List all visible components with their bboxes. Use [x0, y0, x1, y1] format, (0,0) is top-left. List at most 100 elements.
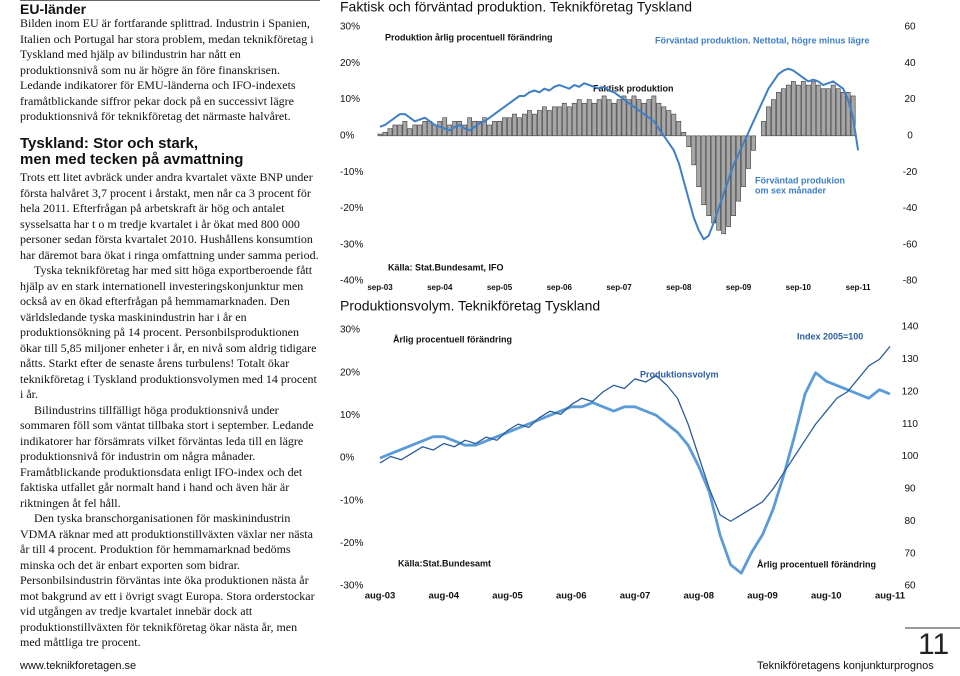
- y2-tick-label: -60: [903, 239, 918, 250]
- bar: [736, 135, 741, 202]
- bar: [771, 99, 776, 137]
- bar: [731, 135, 736, 216]
- bar: [561, 102, 567, 137]
- bar: [626, 99, 632, 137]
- y2-tick-label: 60: [904, 22, 916, 33]
- series-label: Årlig procentuell förändring: [393, 334, 512, 344]
- annotation: om sex månader: [755, 185, 827, 195]
- bar: [641, 102, 647, 137]
- annotation: Källa: Stat.Bundesamt, IFO: [388, 262, 504, 272]
- bar: [631, 95, 637, 137]
- y2-tick-label: 140: [902, 322, 919, 333]
- bar: [651, 95, 657, 137]
- series-label: Faktisk produktion: [593, 83, 674, 93]
- y2-tick-label: 120: [902, 386, 919, 397]
- y2-tick-label: 80: [904, 516, 916, 527]
- y-tick-label: 0%: [340, 453, 355, 464]
- y-tick-label: 30%: [340, 325, 360, 336]
- bar: [502, 117, 507, 137]
- bar: [786, 84, 791, 137]
- line-series: [379, 346, 891, 522]
- bar: [840, 92, 846, 137]
- bar: [766, 106, 771, 137]
- x-tick-label: aug-10: [811, 591, 842, 602]
- x-tick-label: sep-05: [487, 283, 513, 292]
- x-tick-label: sep-11: [846, 283, 871, 292]
- chart-title: Produktionsvolym. Teknikföretag Tyskland: [340, 298, 600, 314]
- bar: [721, 135, 726, 235]
- bar: [805, 84, 811, 137]
- paragraph: Tyska teknikföretag har med sitt höga ex…: [20, 263, 317, 401]
- footer-url: www.teknikforetagen.se: [20, 660, 137, 672]
- x-tick-label: aug-11: [875, 591, 906, 602]
- bar: [477, 121, 482, 137]
- bar: [691, 135, 697, 166]
- bar: [571, 102, 577, 137]
- bar: [761, 121, 766, 137]
- top-rule: [20, 0, 320, 1]
- y2-tick-label: 110: [902, 419, 918, 430]
- paragraph: Bilden inom EU är fortfarande splittrad.…: [20, 16, 314, 123]
- x-tick-label: sep-03: [367, 283, 393, 292]
- y-tick-label: -40%: [340, 276, 363, 287]
- y-tick-label: -10%: [340, 167, 363, 178]
- x-tick-label: aug-05: [492, 591, 523, 602]
- y2-tick-label: 90: [904, 484, 916, 495]
- bar: [596, 99, 602, 137]
- bar: [566, 106, 572, 137]
- bar: [527, 110, 532, 137]
- bar: [661, 106, 667, 137]
- bar: [512, 113, 517, 137]
- y-tick-label: -10%: [340, 495, 363, 506]
- annotation: Årlig procentuell förändring: [757, 559, 876, 569]
- y-tick-label: 30%: [340, 22, 360, 33]
- y2-tick-label: 60: [904, 581, 916, 592]
- bar: [556, 106, 562, 137]
- bar: [621, 95, 627, 137]
- y2-tick-label: 20: [904, 94, 916, 105]
- bar: [601, 95, 607, 137]
- x-tick-label: sep-04: [427, 283, 453, 292]
- bar: [437, 121, 443, 137]
- y2-tick-label: -80: [903, 276, 918, 287]
- bar: [666, 110, 672, 137]
- y-tick-label: 10%: [340, 94, 360, 105]
- bar: [407, 128, 413, 137]
- x-tick-label: aug-03: [365, 591, 396, 602]
- paragraph: Bilindustrins tillfälligt höga produktio…: [20, 402, 314, 510]
- line-series: [379, 67, 860, 241]
- series-label: Produktionsvolym: [640, 369, 719, 379]
- bar: [586, 99, 592, 137]
- bar: [671, 113, 677, 137]
- x-tick-label: aug-09: [747, 591, 778, 602]
- y-tick-label: 20%: [340, 367, 360, 378]
- bar: [507, 117, 512, 137]
- y2-tick-label: 0: [907, 130, 913, 141]
- annotation: Förväntad produkion: [755, 175, 845, 185]
- x-tick-label: aug-04: [428, 591, 459, 602]
- x-tick-label: sep-07: [606, 283, 632, 292]
- bar: [800, 81, 806, 137]
- bar: [681, 131, 687, 137]
- bar: [616, 99, 622, 137]
- x-tick-label: sep-06: [547, 283, 573, 292]
- bar: [397, 124, 403, 137]
- bar: [537, 110, 542, 137]
- bar: [517, 117, 522, 137]
- y-tick-label: 10%: [340, 410, 360, 421]
- bar: [492, 121, 497, 137]
- bar: [591, 102, 597, 137]
- bar: [696, 135, 702, 187]
- bar: [746, 135, 751, 169]
- bar: [611, 102, 617, 137]
- x-tick-label: sep-08: [666, 283, 692, 292]
- bar: [686, 135, 692, 147]
- footer-publication: Teknikföretagens konjunkturprognos: [757, 660, 934, 672]
- bar: [546, 110, 552, 137]
- annotation: Källa:Stat.Bundesamt: [398, 558, 491, 568]
- chart-title: Faktisk och förväntad produktion. Teknik…: [340, 0, 692, 15]
- bar: [830, 84, 836, 137]
- bar: [467, 117, 472, 137]
- section-title: EU-länder: [20, 1, 87, 17]
